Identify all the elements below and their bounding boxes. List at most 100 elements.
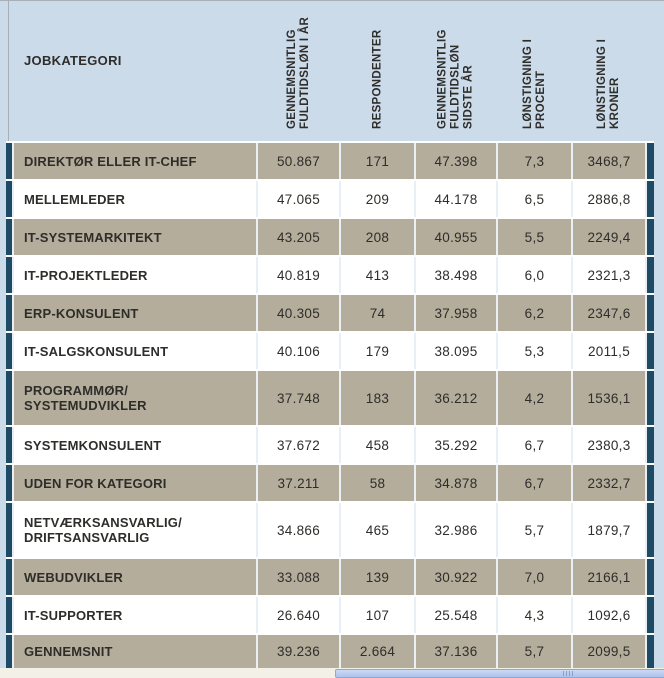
row-right-edge	[647, 559, 654, 595]
value-cell: 50.867	[258, 143, 339, 179]
value-cell: 32.986	[416, 503, 496, 557]
table-row: DIREKTØR ELLER IT-CHEF 50.867 171 47.398 7,3…	[6, 143, 654, 179]
value-cell: 43.205	[258, 219, 339, 255]
column-header-label: LØNSTIGNING I PROCENT	[521, 38, 547, 129]
table-row: IT-SYSTEMARKITEKT 43.205 208 40.955 5,5 2249,…	[6, 219, 654, 255]
value-cell: 3468,7	[573, 143, 645, 179]
grip-line	[563, 671, 564, 676]
value-cell: 2.664	[341, 635, 414, 668]
value-cell: 2011,5	[573, 333, 645, 369]
value-cell: 25.548	[416, 597, 496, 633]
value-cell: 34.878	[416, 465, 496, 501]
row-left-edge	[6, 219, 12, 255]
value-cell: 37.136	[416, 635, 496, 668]
value-cell: 6,0	[498, 257, 571, 293]
row-left-edge	[6, 295, 12, 331]
grip-line	[572, 671, 573, 676]
value-cell: 26.640	[258, 597, 339, 633]
job-category-cell: GENNEMSNIT	[14, 635, 256, 668]
table-row: IT-SUPPORTER 26.640 107 25.548 4,3 1092,6	[6, 597, 654, 633]
job-category-cell: SYSTEMKONSULENT	[14, 427, 256, 463]
row-right-edge	[647, 219, 654, 255]
value-cell: 107	[341, 597, 414, 633]
value-cell: 39.236	[258, 635, 339, 668]
grip-line	[569, 671, 570, 676]
value-cell: 171	[341, 143, 414, 179]
value-cell: 37.672	[258, 427, 339, 463]
value-cell: 179	[341, 333, 414, 369]
row-right-edge	[647, 295, 654, 331]
table-row: PROGRAMMØR/SYSTEMUDVIKLER 37.748 183 36.212…	[6, 371, 654, 425]
row-left-edge	[6, 635, 12, 668]
value-cell: 2321,3	[573, 257, 645, 293]
row-left-edge	[6, 371, 12, 425]
row-right-edge	[647, 465, 654, 501]
value-cell: 5,7	[498, 503, 571, 557]
job-category-cell: PROGRAMMØR/SYSTEMUDVIKLER	[14, 371, 256, 425]
row-right-edge	[647, 143, 654, 179]
value-cell: 4,2	[498, 371, 571, 425]
table-row: ERP-KONSULENT 40.305 74 37.958 6,2 2347,6	[6, 295, 654, 331]
value-cell: 2332,7	[573, 465, 645, 501]
table-row: MELLEMLEDER 47.065 209 44.178 6,5 2886,8	[6, 181, 654, 217]
value-cell: 35.292	[416, 427, 496, 463]
value-cell: 40.955	[416, 219, 496, 255]
value-cell: 2380,3	[573, 427, 645, 463]
row-left-edge	[6, 559, 12, 595]
horizontal-scrollbar-thumb[interactable]	[335, 669, 664, 678]
job-category-cell: IT-SYSTEMARKITEKT	[14, 219, 256, 255]
value-cell: 37.211	[258, 465, 339, 501]
page-border-top-line	[0, 0, 664, 1]
header-spacer-left	[6, 3, 12, 141]
page-border-left-line	[8, 0, 9, 141]
job-category-cell: IT-SALGSKONSULENT	[14, 333, 256, 369]
value-cell: 47.065	[258, 181, 339, 217]
header-spacer-right	[647, 3, 654, 141]
value-cell: 5,7	[498, 635, 571, 668]
row-left-edge	[6, 503, 12, 557]
value-cell: 30.922	[416, 559, 496, 595]
value-cell: 2099,5	[573, 635, 645, 668]
value-cell: 34.866	[258, 503, 339, 557]
value-cell: 208	[341, 219, 414, 255]
value-cell: 6,7	[498, 465, 571, 501]
row-right-edge	[647, 257, 654, 293]
column-header-label: GENNEMSNITLIG FULDTIDSLØN SIDSTE ÅR	[436, 29, 475, 129]
table-row: IT-PROJEKTLEDER 40.819 413 38.498 6,0 2321,3	[6, 257, 654, 293]
row-right-edge	[647, 427, 654, 463]
table-row: SYSTEMKONSULENT 37.672 458 35.292 6,7 2380,3	[6, 427, 654, 463]
value-cell: 6,5	[498, 181, 571, 217]
table-body: DIREKTØR ELLER IT-CHEF 50.867 171 47.398 7,3…	[6, 141, 654, 668]
row-right-edge	[647, 181, 654, 217]
value-cell: 40.305	[258, 295, 339, 331]
column-header-label: JOBKATEGORI	[24, 53, 122, 68]
value-cell: 7,0	[498, 559, 571, 595]
row-right-edge	[647, 635, 654, 668]
row-left-edge	[6, 181, 12, 217]
value-cell: 413	[341, 257, 414, 293]
value-cell: 5,5	[498, 219, 571, 255]
job-category-cell: UDEN FOR KATEGORI	[14, 465, 256, 501]
value-cell: 5,3	[498, 333, 571, 369]
row-right-edge	[647, 333, 654, 369]
value-cell: 37.748	[258, 371, 339, 425]
row-left-edge	[6, 257, 12, 293]
value-cell: 38.498	[416, 257, 496, 293]
grip-line	[566, 671, 567, 676]
value-cell: 2347,6	[573, 295, 645, 331]
value-cell: 1536,1	[573, 371, 645, 425]
table-row: IT-SALGSKONSULENT 40.106 179 38.095 5,3 2011,…	[6, 333, 654, 369]
column-header-label: GENNEMSNITLIG FULDTIDSLØN I ÅR	[285, 16, 311, 129]
column-header-rotated: LØNSTIGNING I KRONER	[573, 3, 645, 141]
table-row: NETVÆRKSANSVARLIG/DRIFTSANSVARLIG 34.866 4…	[6, 503, 654, 557]
value-cell: 38.095	[416, 333, 496, 369]
value-cell: 44.178	[416, 181, 496, 217]
column-header-jobkategori: JOBKATEGORI	[14, 3, 256, 141]
value-cell: 40.819	[258, 257, 339, 293]
job-category-cell: IT-PROJEKTLEDER	[14, 257, 256, 293]
value-cell: 1092,6	[573, 597, 645, 633]
job-category-cell: NETVÆRKSANSVARLIG/DRIFTSANSVARLIG	[14, 503, 256, 557]
bottom-scrollbar-track[interactable]	[0, 668, 664, 678]
value-cell: 183	[341, 371, 414, 425]
